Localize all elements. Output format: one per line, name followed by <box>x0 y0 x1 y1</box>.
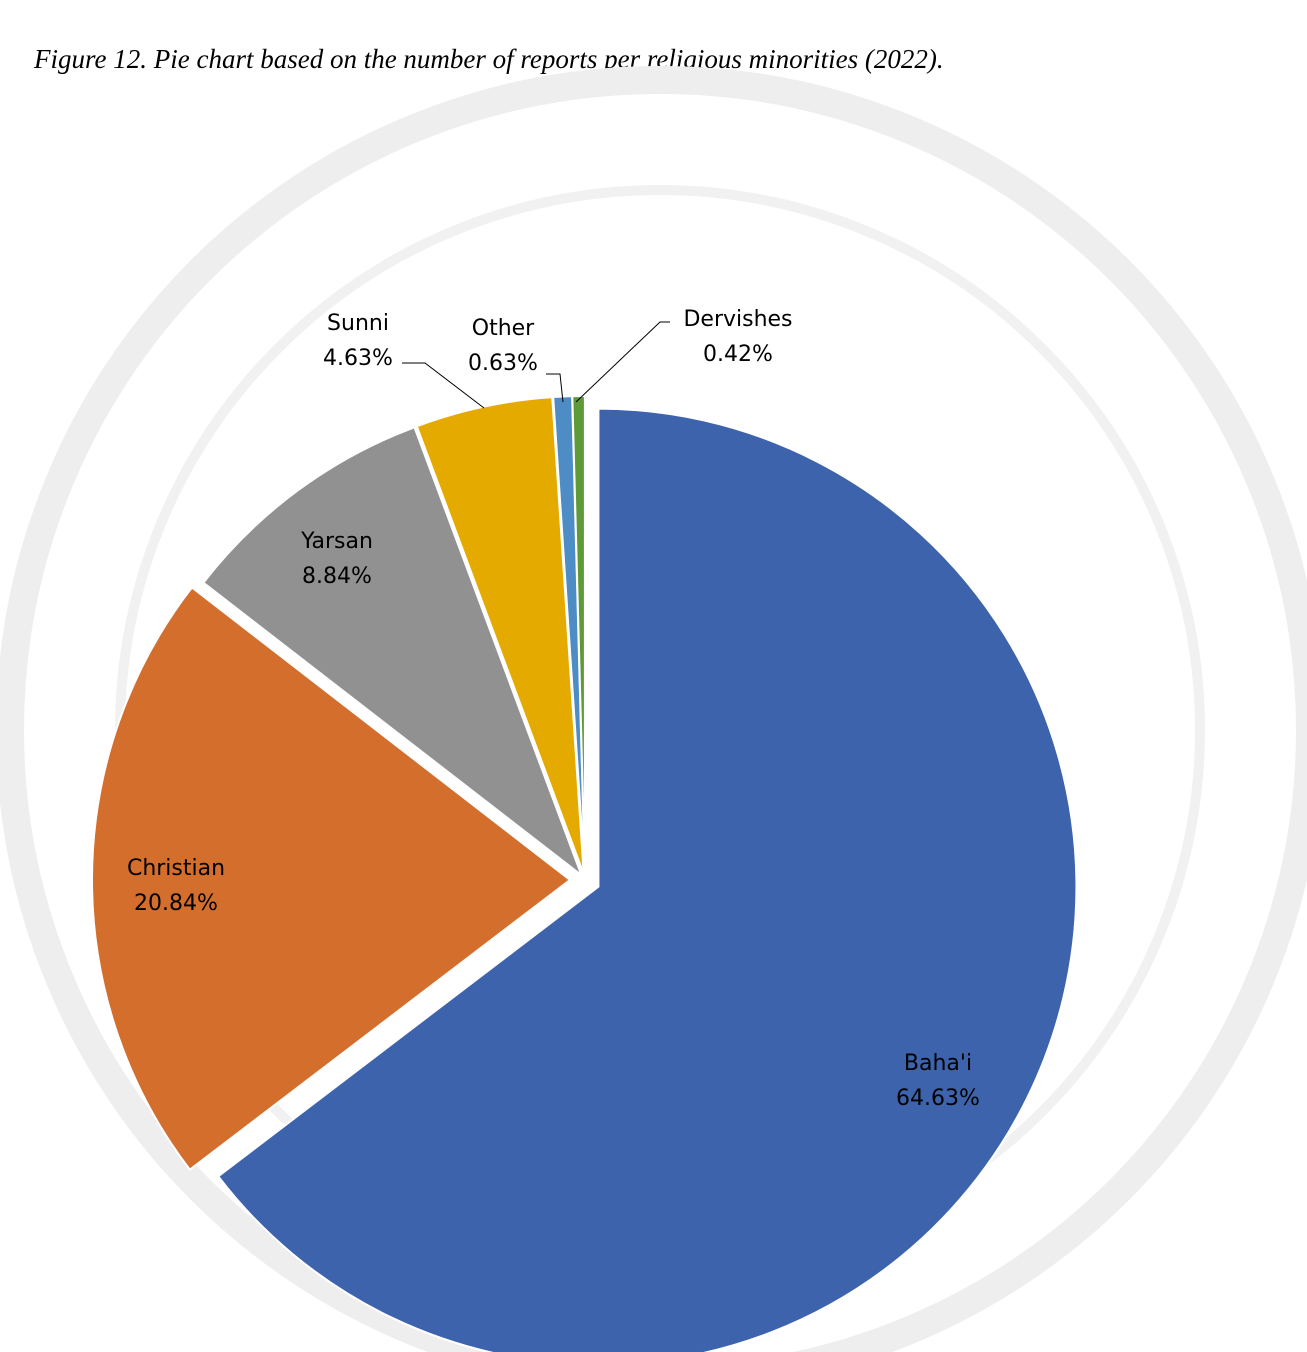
leader-line-dervishes <box>575 321 670 403</box>
slice-label-other: Other <box>472 316 535 341</box>
pie-slice-christian <box>91 586 572 1172</box>
slice-label-sunni: Sunni <box>327 311 389 336</box>
slice-value-sunni: 4.63% <box>323 346 393 371</box>
pie-slice-dervishes <box>571 395 586 875</box>
pie-slice-bahai <box>216 407 1078 1352</box>
slice-value-bahai: 64.63% <box>896 1086 980 1111</box>
leader-line-sunni <box>402 362 485 409</box>
leader-line-other <box>546 373 564 403</box>
pie-slice-yarsan <box>201 426 584 879</box>
slice-label-christian: Christian <box>127 856 225 881</box>
slice-label-bahai: Baha'i <box>904 1051 972 1076</box>
pie-slice-sunni <box>415 396 585 875</box>
figure-caption: Figure 12. Pie chart based on the number… <box>34 44 944 74</box>
slice-label-yarsan: Yarsan <box>300 529 373 554</box>
slice-label-dervishes: Dervishes <box>683 307 792 332</box>
slice-value-dervishes: 0.42% <box>703 342 773 367</box>
slice-value-yarsan: 8.84% <box>302 564 372 589</box>
slice-value-christian: 20.84% <box>134 891 218 916</box>
slice-value-other: 0.63% <box>468 351 538 376</box>
